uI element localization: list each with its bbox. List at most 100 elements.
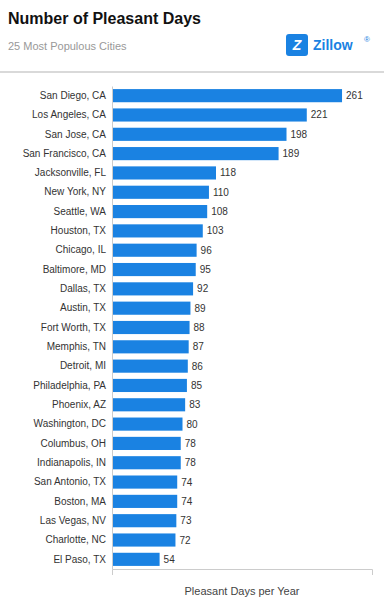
y-tick-label: Baltimore, MD	[43, 264, 106, 275]
bar	[112, 553, 160, 566]
y-tick: San Jose, CA	[45, 129, 112, 140]
y-tick-label: Indianapolis, IN	[37, 457, 106, 468]
y-tick: Dallas, TX	[60, 283, 112, 294]
data-label: 92	[197, 283, 209, 294]
bar	[112, 224, 203, 237]
y-tick-label: Jacksonville, FL	[35, 167, 107, 178]
bar	[112, 533, 175, 546]
data-label: 95	[200, 264, 212, 275]
y-tick: Jacksonville, FL	[35, 167, 112, 178]
x-axis-title: Pleasant Days per Year	[185, 585, 300, 597]
x-axis-line	[113, 570, 373, 576]
data-label: 85	[191, 380, 203, 391]
y-tick-label: Boston, MA	[54, 496, 106, 507]
y-tick-label: Charlotte, NC	[45, 534, 106, 545]
y-tick-label: Las Vegas, NV	[40, 515, 106, 526]
y-tick: Memphis, TN	[47, 341, 112, 352]
data-label: 74	[181, 477, 193, 488]
bar	[112, 495, 177, 508]
y-tick-label: Seattle, WA	[54, 206, 107, 217]
bar	[112, 418, 183, 431]
data-label: 103	[207, 225, 224, 236]
separator	[0, 71, 384, 73]
y-tick: Washington, DC	[34, 418, 112, 429]
data-label: 80	[187, 419, 199, 430]
data-label: 110	[213, 187, 229, 198]
y-tick-label: Columbus, OH	[40, 438, 106, 449]
data-label: 96	[201, 245, 213, 256]
bars	[112, 89, 342, 566]
data-label: 74	[181, 496, 193, 507]
bar	[112, 263, 196, 276]
data-labels: 2612211981891181101081039695928988878685…	[164, 90, 364, 565]
y-tick: Las Vegas, NV	[40, 515, 112, 526]
y-tick: Phoenix, AZ	[52, 399, 112, 410]
y-tick: Seattle, WA	[54, 206, 112, 217]
title: Number of Pleasant Days	[8, 10, 201, 27]
bar	[112, 244, 197, 257]
y-tick-label: Fort Worth, TX	[41, 322, 107, 333]
data-label: 88	[194, 322, 206, 333]
data-label: 108	[211, 206, 228, 217]
y-tick-label: San Francisco, CA	[23, 148, 107, 159]
bar	[112, 456, 181, 469]
y-tick: San Diego, CA	[40, 90, 112, 101]
y-tick: Fort Worth, TX	[41, 322, 112, 333]
y-axis: San Diego, CA Los Angeles, CA San Jose, CA…	[23, 87, 113, 570]
y-tick: Detroit, MI	[60, 360, 112, 371]
y-tick-label: San Diego, CA	[40, 90, 106, 101]
bar	[112, 282, 193, 295]
bar	[112, 147, 279, 160]
data-label: 198	[291, 129, 308, 140]
y-tick-label: Los Angeles, CA	[32, 109, 106, 120]
y-tick-label: Houston, TX	[51, 225, 107, 236]
y-tick-label: New York, NY	[44, 186, 106, 197]
bar	[112, 360, 188, 373]
plot: 2612211981891181101081039695928988878685…	[23, 87, 373, 576]
annotation: Zillow	[313, 37, 353, 53]
bar	[112, 186, 209, 199]
y-tick-label: Chicago, IL	[55, 244, 106, 255]
y-tick: Philadelphia, PA	[33, 380, 112, 391]
subtitle: 25 Most Populous Cities	[8, 40, 127, 52]
bar	[112, 437, 181, 450]
y-tick: Columbus, OH	[40, 438, 112, 449]
y-tick-label: Dallas, TX	[60, 283, 106, 294]
y-tick: Chicago, IL	[55, 244, 112, 255]
y-tick-label: El Paso, TX	[53, 554, 106, 565]
bar	[112, 379, 187, 392]
annotation: Z	[292, 37, 302, 53]
bar	[112, 128, 287, 141]
y-tick: El Paso, TX	[53, 554, 112, 565]
y-axis-line	[112, 87, 113, 570]
data-label: 72	[179, 535, 191, 546]
y-tick-label: Phoenix, AZ	[52, 399, 106, 410]
bar	[112, 108, 307, 121]
data-label: 261	[346, 90, 363, 101]
data-label: 189	[283, 148, 300, 159]
data-label: 83	[189, 399, 201, 410]
bar	[112, 166, 216, 179]
chart: Number of Pleasant Days 25 Most Populous …	[0, 0, 384, 609]
data-label: 118	[220, 167, 236, 178]
bar	[112, 321, 190, 334]
y-tick-label: Washington, DC	[34, 418, 106, 429]
y-tick-label: San Antonio, TX	[34, 476, 106, 487]
data-label: 54	[164, 554, 176, 565]
y-tick: San Francisco, CA	[23, 148, 112, 159]
data-label: 87	[193, 341, 205, 352]
y-tick: Boston, MA	[54, 496, 112, 507]
y-tick-label: Austin, TX	[60, 302, 106, 313]
data-label: 78	[185, 438, 197, 449]
data-label: 73	[180, 515, 192, 526]
bar	[112, 475, 177, 488]
y-tick-label: Memphis, TN	[47, 341, 106, 352]
logo-box	[286, 34, 308, 56]
y-tick: Indianapolis, IN	[37, 457, 112, 468]
bar	[112, 514, 176, 527]
bar	[112, 302, 190, 315]
y-tick: Charlotte, NC	[45, 534, 112, 545]
logo: ZZillow®	[286, 34, 370, 56]
y-tick: New York, NY	[44, 186, 112, 197]
data-label: 221	[311, 109, 328, 120]
